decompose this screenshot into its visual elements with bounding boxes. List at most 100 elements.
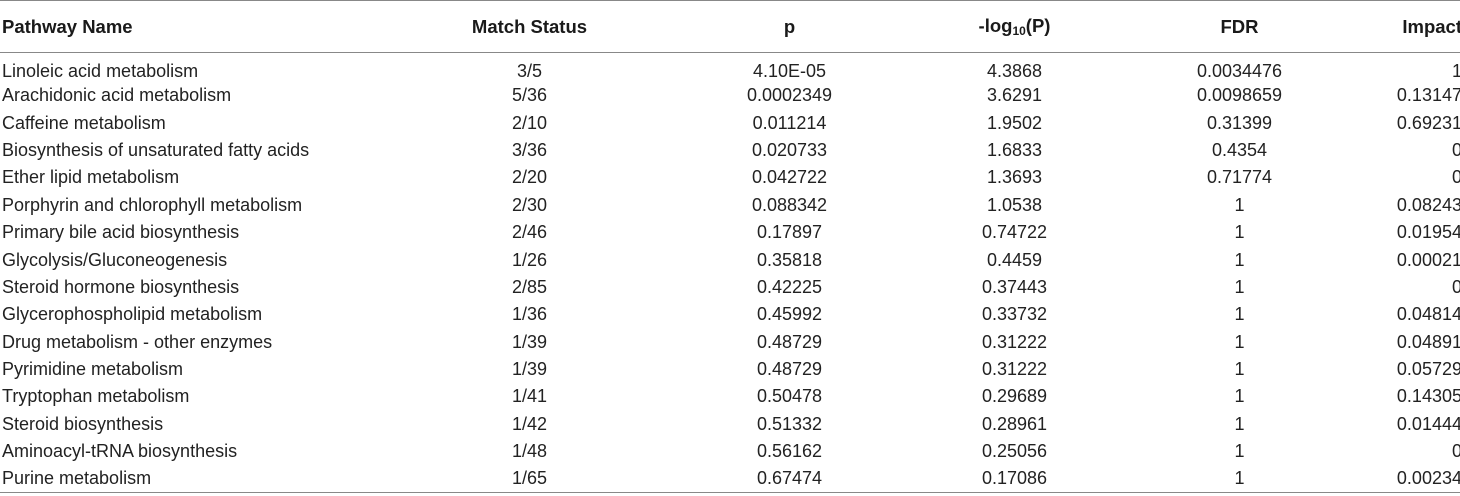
cell-p-value: 0.51332 (756, 413, 823, 434)
header-log-prefix: -log (978, 15, 1013, 36)
cell-p-value: 0.48729 (756, 331, 823, 352)
cell-match-status: 1/39 (511, 359, 548, 380)
cell-match-status: 1/39 (511, 331, 548, 352)
cell-fdr: 1 (1127, 465, 1352, 494)
cell-impact: 0.05729 (1396, 359, 1460, 380)
table-row: Aminoacyl-tRNA biosynthesis 1/48 0.56162 0.… (0, 438, 1460, 465)
cell-p-value: 0.088342 (751, 194, 828, 215)
cell-match-status: 1/41 (511, 386, 548, 407)
cell-match-status: 1/48 (511, 441, 548, 462)
cell-pathway-name: Purine metabolism (0, 465, 382, 494)
cell-impact: 0.08243 (1396, 194, 1460, 215)
header-neg-log10-p: -log10(P) (902, 0, 1127, 53)
cell-neg-log10-p: 0.25056 (981, 441, 1048, 462)
table-row: Ether lipid metabolism 2/20 0.042722 1.3693… (0, 164, 1460, 191)
cell-pathway-name: Caffeine metabolism (2, 112, 166, 133)
table-row: Primary bile acid biosynthesis 2/46 0.1789… (0, 219, 1460, 246)
table-row: Arachidonic acid metabolism 5/36 0.0002349… (0, 82, 1460, 109)
cell-p-value: 0.45992 (756, 304, 823, 325)
cell-fdr: 0.0098659 (1196, 85, 1283, 106)
cell-fdr: 0.71774 (1206, 167, 1273, 188)
cell-impact: 0.01954 (1396, 222, 1460, 243)
cell-fdr: 1 (1234, 386, 1245, 407)
cell-pathway-name: Glycolysis/Gluconeogenesis (2, 249, 228, 270)
cell-match-status: 2/46 (511, 222, 548, 243)
cell-impact: 0 (1451, 139, 1460, 160)
cell-pathway-name: Ether lipid metabolism (2, 167, 180, 188)
header-p: p (677, 0, 902, 53)
cell-impact: 0.69231 (1396, 112, 1460, 133)
cell-match-status: 1/36 (511, 304, 548, 325)
cell-p-value: 0.67474 (677, 465, 902, 494)
cell-neg-log10-p: 3.6291 (986, 85, 1043, 106)
cell-neg-log10-p: 0.37443 (981, 276, 1048, 297)
header-fdr: FDR (1127, 0, 1352, 53)
cell-neg-log10-p: 0.31222 (981, 359, 1048, 380)
cell-fdr: 1 (1234, 441, 1245, 462)
cell-p-value: 0.011214 (752, 112, 827, 133)
cell-match-status: 3/5 (516, 61, 543, 81)
cell-pathway-name: Biosynthesis of unsaturated fatty acids (2, 139, 310, 160)
cell-pathway-name: Steroid hormone biosynthesis (2, 276, 240, 297)
cell-neg-log10-p: 0.29689 (981, 386, 1048, 407)
cell-p-value: 0.42225 (756, 276, 823, 297)
cell-pathway-name: Pyrimidine metabolism (2, 359, 184, 380)
cell-neg-log10-p: 0.17086 (902, 465, 1127, 494)
cell-neg-log10-p: 0.28961 (981, 413, 1048, 434)
header-impact: Impact (1352, 0, 1460, 53)
cell-match-status: 5/36 (511, 85, 548, 106)
table-row: Tryptophan metabolism 1/41 0.50478 0.29689 1… (0, 383, 1460, 410)
cell-pathway-name: Glycerophospholipid metabolism (2, 304, 263, 325)
header-match-status: Match Status (382, 0, 677, 53)
cell-p-value: 0.35818 (756, 249, 823, 270)
cell-pathway-name: Tryptophan metabolism (2, 386, 190, 407)
cell-fdr: 1 (1234, 331, 1245, 352)
header-log-subscript: 10 (1012, 24, 1026, 38)
table-row: Glycolysis/Gluconeogenesis 1/26 0.35818 0.4… (0, 246, 1460, 273)
cell-pathway-name: Steroid biosynthesis (2, 413, 164, 434)
cell-neg-log10-p: 1.3693 (986, 167, 1043, 188)
cell-p-value: 0.56162 (756, 441, 823, 462)
cell-fdr: 0.31399 (1206, 112, 1273, 133)
cell-impact: 0.00021 (1396, 249, 1460, 270)
cell-fdr: 1 (1234, 194, 1245, 215)
cell-impact: 0.04814 (1396, 304, 1460, 325)
cell-neg-log10-p: 0.4459 (986, 249, 1043, 270)
cell-neg-log10-p: 1.9502 (986, 112, 1043, 133)
cell-match-status: 2/10 (511, 112, 548, 133)
cell-fdr: 1 (1234, 304, 1245, 325)
cell-p-value: 4.10E-05 (752, 61, 827, 81)
cell-neg-log10-p: 0.74722 (981, 222, 1048, 243)
cell-impact: 0.04891 (1396, 331, 1460, 352)
cell-p-value: 0.50478 (756, 386, 823, 407)
cell-p-value: 0.0002349 (746, 85, 833, 106)
header-row: Pathway Name Match Status p -log10(P) FD… (0, 0, 1460, 53)
cell-match-status: 3/36 (511, 139, 548, 160)
cell-pathway-name: Drug metabolism - other enzymes (2, 331, 273, 352)
cell-fdr: 0.0034476 (1196, 61, 1283, 81)
cell-neg-log10-p: 4.3868 (986, 61, 1043, 81)
header-log-suffix: (P) (1025, 15, 1051, 36)
cell-pathway-name: Primary bile acid biosynthesis (2, 222, 240, 243)
cell-match-status: 1/65 (382, 465, 677, 494)
table-row: Caffeine metabolism 2/10 0.011214 1.9502 0.3… (0, 109, 1460, 136)
cell-p-value: 0.48729 (756, 359, 823, 380)
cell-fdr: 1 (1234, 249, 1245, 270)
cell-pathway-name: Porphyrin and chlorophyll metabolism (2, 194, 303, 215)
table-row: Linoleic acid metabolism 3/5 4.10E-05 4.386… (0, 53, 1460, 83)
table-row: Porphyrin and chlorophyll metabolism 2/30… (0, 192, 1460, 219)
cell-impact: 1 (1451, 61, 1460, 81)
cell-match-status: 2/20 (511, 167, 548, 188)
table-row: Steroid hormone biosynthesis 2/85 0.42225 0… (0, 274, 1460, 301)
cell-match-status: 1/42 (511, 413, 548, 434)
cell-fdr: 1 (1234, 276, 1245, 297)
cell-neg-log10-p: 1.0538 (986, 194, 1043, 215)
table-header: Pathway Name Match Status p -log10(P) FD… (0, 0, 1460, 53)
cell-impact: 0.13147 (1396, 85, 1460, 106)
cell-impact: 0 (1451, 441, 1460, 462)
table-row: Drug metabolism - other enzymes 1/39 0.487… (0, 329, 1460, 356)
cell-match-status: 2/30 (511, 194, 548, 215)
cell-p-value: 0.17897 (756, 222, 823, 243)
cell-pathway-name: Arachidonic acid metabolism (2, 85, 232, 106)
